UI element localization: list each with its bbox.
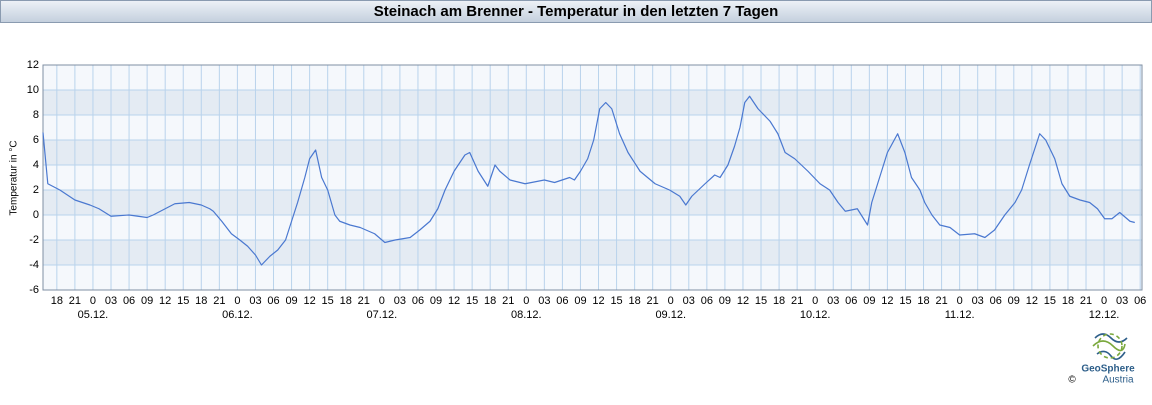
x-tick-label: 03 <box>683 295 695 307</box>
x-tick-label: 15 <box>177 295 189 307</box>
date-label: 08.12. <box>511 309 542 321</box>
x-tick-label: 15 <box>610 295 622 307</box>
x-tick-label: 15 <box>755 295 767 307</box>
x-tick-label: 0 <box>90 295 96 307</box>
x-tick-label: 0 <box>379 295 385 307</box>
y-tick-label: -2 <box>29 234 39 246</box>
x-tick-label: 12 <box>1026 295 1038 307</box>
y-tick-label: -6 <box>29 284 39 296</box>
x-tick-label: 06 <box>556 295 568 307</box>
x-tick-label: 15 <box>899 295 911 307</box>
temperature-line <box>42 95 1135 266</box>
date-label: 05.12. <box>78 309 109 321</box>
date-label: 09.12. <box>655 309 686 321</box>
x-tick-label: 18 <box>484 295 496 307</box>
x-tick-label: 18 <box>1062 295 1074 307</box>
x-tick-label: 0 <box>1101 295 1107 307</box>
x-tick-label: 03 <box>1116 295 1128 307</box>
y-tick-label: 0 <box>33 209 39 221</box>
x-tick-label: 18 <box>773 295 785 307</box>
grid-band <box>43 190 1142 215</box>
date-label: 12.12. <box>1089 309 1120 321</box>
x-tick-label: 03 <box>827 295 839 307</box>
x-tick-label: 12 <box>303 295 315 307</box>
chart-title: Steinach am Brenner - Temperatur in den … <box>374 3 779 20</box>
x-tick-label: 21 <box>1080 295 1092 307</box>
x-tick-label: 0 <box>523 295 529 307</box>
x-tick-label: 09 <box>863 295 875 307</box>
y-tick-label: 4 <box>33 159 39 171</box>
x-tick-label: 0 <box>957 295 963 307</box>
logo-icon <box>1092 333 1128 360</box>
date-label: 07.12. <box>367 309 398 321</box>
x-tick-label: 21 <box>69 295 81 307</box>
x-tick-label: 03 <box>972 295 984 307</box>
logo-name: GeoSphere <box>1081 364 1135 375</box>
logo-sub: Austria <box>1102 375 1134 386</box>
x-tick-label: 15 <box>322 295 334 307</box>
x-tick-label: 0 <box>668 295 674 307</box>
x-tick-label: 12 <box>737 295 749 307</box>
y-tick-label: 12 <box>27 59 39 71</box>
x-tick-label: 12 <box>448 295 460 307</box>
x-tick-label: 18 <box>51 295 63 307</box>
date-label: 11.12. <box>945 309 975 321</box>
x-tick-label: 06 <box>990 295 1002 307</box>
x-tick-label: 09 <box>1008 295 1020 307</box>
x-tick-label: 12 <box>159 295 171 307</box>
x-tick-label: 21 <box>213 295 225 307</box>
x-tick-label: 09 <box>719 295 731 307</box>
x-tick-label: 21 <box>502 295 514 307</box>
x-tick-label: 21 <box>647 295 659 307</box>
date-label: 10.12. <box>800 309 831 321</box>
y-tick-label: 10 <box>27 84 39 96</box>
x-tick-label: 18 <box>340 295 352 307</box>
x-tick-label: 09 <box>430 295 442 307</box>
x-tick-label: 06 <box>267 295 279 307</box>
x-tick-label: 06 <box>845 295 857 307</box>
x-tick-label: 09 <box>285 295 297 307</box>
x-tick-label: 09 <box>141 295 153 307</box>
x-tick-label: 03 <box>249 295 261 307</box>
x-tick-label: 18 <box>195 295 207 307</box>
x-tick-label: 18 <box>629 295 641 307</box>
x-tick-label: 03 <box>105 295 117 307</box>
x-tick-label: 12 <box>592 295 604 307</box>
x-tick-label: 18 <box>917 295 929 307</box>
x-tick-label: 09 <box>574 295 586 307</box>
copyright: © <box>1068 375 1076 386</box>
y-tick-label: 2 <box>33 184 39 196</box>
x-tick-label: 21 <box>935 295 947 307</box>
x-tick-label: 15 <box>1044 295 1056 307</box>
y-tick-label: 8 <box>33 109 39 121</box>
y-tick-label: -4 <box>29 259 39 271</box>
y-tick-label: 6 <box>33 134 39 146</box>
plot-border <box>42 64 1143 291</box>
x-tick-label: 15 <box>466 295 478 307</box>
x-tick-label: 21 <box>791 295 803 307</box>
grid-band <box>43 240 1142 265</box>
x-tick-label: 0 <box>812 295 818 307</box>
x-tick-label: 12 <box>881 295 893 307</box>
x-tick-label: 06 <box>412 295 424 307</box>
x-tick-label: 06 <box>701 295 713 307</box>
y-axis-label: Temperatur in °C <box>9 140 20 215</box>
x-tick-label: 0 <box>234 295 240 307</box>
x-tick-label: 03 <box>394 295 406 307</box>
x-tick-label: 06 <box>123 295 135 307</box>
grid-band <box>43 90 1142 115</box>
x-tick-label: 21 <box>358 295 370 307</box>
x-tick-label: 03 <box>538 295 550 307</box>
x-tick-label: 06 <box>1134 295 1146 307</box>
date-label: 06.12. <box>222 309 253 321</box>
